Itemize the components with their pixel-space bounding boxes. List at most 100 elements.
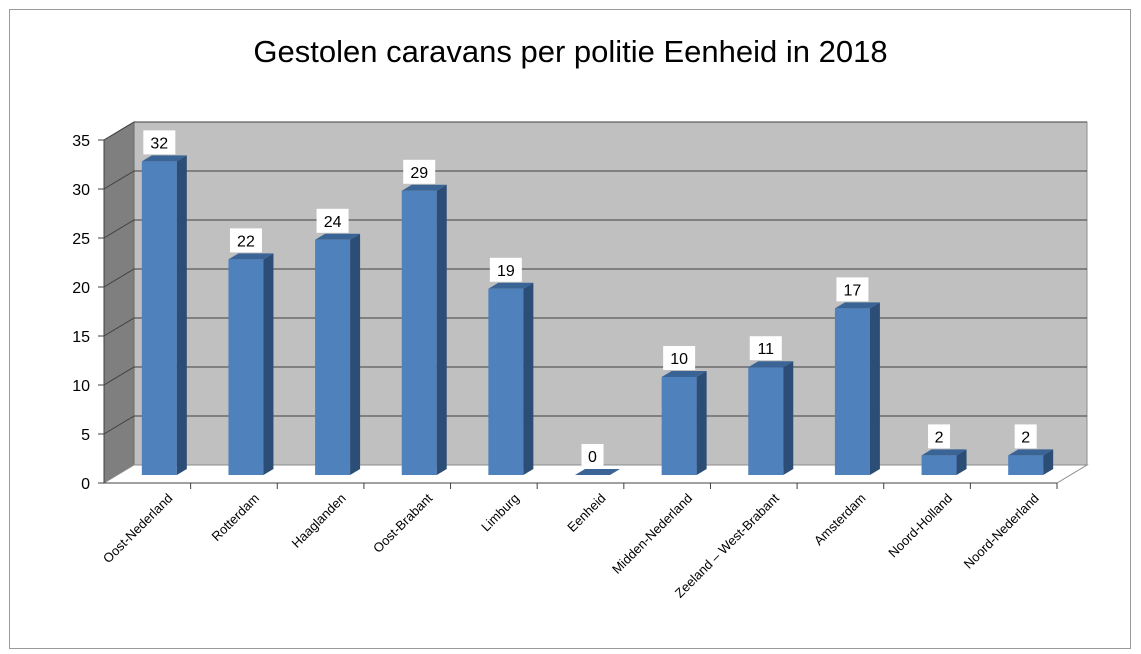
bar-top xyxy=(834,302,880,309)
x-tick-label: Oost-Brabant xyxy=(370,490,436,556)
bar-top xyxy=(401,184,447,191)
bar-7 xyxy=(661,371,707,475)
bar-side xyxy=(350,233,361,475)
bar-front xyxy=(488,288,524,475)
x-tick-label: Noord-Nederland xyxy=(961,491,1042,572)
bar-3 xyxy=(315,233,361,475)
bar-side xyxy=(696,371,707,475)
chart-title: Gestolen caravans per politie Eenheid in… xyxy=(253,34,888,69)
back-wall xyxy=(133,121,1088,466)
bar-front xyxy=(228,259,264,475)
bar-11 xyxy=(1008,449,1054,475)
data-label-box xyxy=(1014,424,1037,449)
data-label-box xyxy=(581,444,604,468)
bar-side xyxy=(436,184,447,476)
data-label: 29 xyxy=(403,159,436,184)
data-label-box xyxy=(403,159,436,184)
bar-side xyxy=(176,155,187,475)
gridline-side xyxy=(103,317,135,337)
gridline-side xyxy=(103,268,135,288)
gridline-side xyxy=(103,219,135,239)
bar-8 xyxy=(748,361,794,475)
data-label: 0 xyxy=(581,444,604,468)
data-label-text: 22 xyxy=(237,233,255,250)
bar-front xyxy=(921,455,957,475)
data-label: 24 xyxy=(316,208,349,233)
side-wall xyxy=(103,121,135,484)
x-tick-label: Limburg xyxy=(478,491,522,535)
x-tick-label: Rotterdam xyxy=(209,491,263,545)
data-label-text: 29 xyxy=(410,165,428,182)
data-label-box xyxy=(316,208,349,233)
bar-top xyxy=(661,371,707,377)
bar-side xyxy=(783,361,794,475)
bar-top xyxy=(575,469,620,475)
data-label-text: 19 xyxy=(497,263,515,280)
data-label-text: 11 xyxy=(757,341,774,358)
y-tick-label: 15 xyxy=(72,329,90,346)
data-label-box xyxy=(836,277,869,302)
bar-top xyxy=(315,233,361,240)
bars xyxy=(141,155,1054,476)
x-tick-label: Oost-Nederland xyxy=(100,491,176,567)
gridlines xyxy=(103,121,1087,435)
bar-side xyxy=(1043,449,1054,475)
bar-side xyxy=(869,302,880,475)
bar-5 xyxy=(488,282,534,475)
data-label: 19 xyxy=(489,257,522,282)
data-label: 2 xyxy=(928,424,951,449)
data-label: 22 xyxy=(229,228,262,253)
data-label-box xyxy=(489,257,522,282)
gridline-side xyxy=(103,121,135,141)
data-label-text: 2 xyxy=(1021,429,1030,446)
y-tick-label: 5 xyxy=(81,427,90,444)
gridline-side xyxy=(103,366,135,386)
data-label-box xyxy=(143,130,176,155)
x-tick-label: Eenheid xyxy=(564,491,608,535)
bar-6 xyxy=(575,469,620,475)
y-tick-label: 10 xyxy=(72,378,90,395)
bar-1 xyxy=(141,155,187,475)
y-tick-label: 25 xyxy=(72,231,90,248)
bar-front xyxy=(1008,455,1044,475)
data-label-box xyxy=(928,424,951,449)
bar-side xyxy=(263,253,274,475)
bar-front xyxy=(315,239,351,475)
bar-10 xyxy=(921,449,967,475)
data-label-box xyxy=(229,228,262,253)
y-tick-label: 20 xyxy=(72,280,90,297)
x-tick-label: Midden-Nederland xyxy=(609,491,695,577)
data-label: 2 xyxy=(1014,424,1037,449)
data-label: 10 xyxy=(663,346,696,370)
data-label-text: 32 xyxy=(150,135,168,152)
bar-side xyxy=(956,449,967,475)
data-label-text: 2 xyxy=(935,429,944,446)
data-label-text: 10 xyxy=(670,351,688,368)
data-label-box xyxy=(663,346,696,370)
bar-top xyxy=(1008,449,1054,456)
bar-front xyxy=(748,367,784,475)
x-tick-label: Amsterdam xyxy=(811,491,869,549)
gridline-side xyxy=(103,170,135,190)
bar-top xyxy=(228,253,274,260)
data-label-box xyxy=(749,336,782,361)
bar-top xyxy=(141,155,187,162)
bar-4 xyxy=(401,184,447,476)
y-tick-label: 0 xyxy=(81,476,90,493)
y-tick-label: 30 xyxy=(72,182,90,199)
y-tick-label: 35 xyxy=(72,133,90,150)
data-label: 11 xyxy=(749,336,782,361)
bar-top xyxy=(748,361,794,368)
bar-top xyxy=(921,449,967,456)
bar-top xyxy=(488,282,534,289)
data-label: 32 xyxy=(143,130,176,155)
data-label: 17 xyxy=(836,277,869,302)
bar-front xyxy=(834,308,870,475)
bar-front xyxy=(661,377,697,475)
data-label-text: 17 xyxy=(844,282,862,299)
data-label-text: 0 xyxy=(588,449,597,466)
bar-2 xyxy=(228,253,274,475)
bar-front xyxy=(141,161,177,475)
